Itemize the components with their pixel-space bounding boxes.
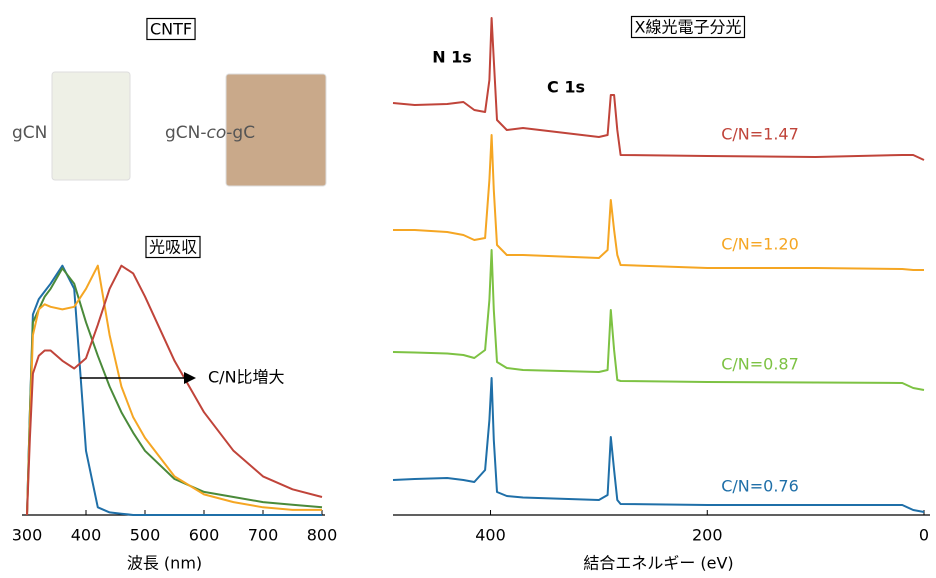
- series-label: C/N=1.20: [721, 235, 799, 254]
- panel-title: CNTF: [150, 20, 192, 39]
- x-axis-label: 結合エネルギー (eV): [583, 554, 733, 573]
- x-axis-label: 波長 (nm): [127, 554, 202, 573]
- x-tick-label: 300: [12, 526, 43, 545]
- series-label: C/N=0.87: [721, 355, 799, 374]
- film-label: gCN: [12, 123, 47, 143]
- x-tick-label: 800: [307, 526, 338, 545]
- chart-title: X線光電子分光: [635, 18, 742, 37]
- x-tick-label: 700: [248, 526, 279, 545]
- peak-annotation: N 1s: [432, 48, 472, 67]
- series-line: [27, 266, 322, 515]
- film-photo: [52, 72, 130, 180]
- x-tick-label: 600: [189, 526, 220, 545]
- film-label-part: co: [207, 123, 227, 143]
- chart-title: 光吸収: [149, 238, 197, 257]
- series-line: [393, 18, 924, 160]
- series-label: C/N=1.47: [721, 125, 799, 144]
- series-line: [27, 266, 322, 515]
- series-line: [393, 378, 924, 512]
- arrow-head: [184, 372, 196, 384]
- annotation: C/N比増大: [208, 368, 285, 387]
- figure: CNTF gCN gCN-co-gC 光吸収 300 400 500 600 700 800 波長…: [0, 0, 936, 578]
- x-tick-label: 500: [130, 526, 161, 545]
- series-label: C/N=0.76: [721, 477, 799, 496]
- series-line: [27, 268, 322, 515]
- peak-annotation: C 1s: [547, 78, 585, 97]
- x-tick-label: 0: [919, 526, 929, 545]
- film-label-part: gCN: [12, 123, 47, 143]
- x-tick-label: 400: [71, 526, 102, 545]
- series-line: [393, 250, 924, 390]
- x-tick-label: 200: [692, 526, 723, 545]
- film-label-part: -gC: [226, 123, 255, 143]
- film-label-part: gCN-: [165, 123, 207, 143]
- x-tick-label: 400: [475, 526, 506, 545]
- series-line: [27, 266, 322, 515]
- film-label: gCN-co-gC: [165, 123, 255, 143]
